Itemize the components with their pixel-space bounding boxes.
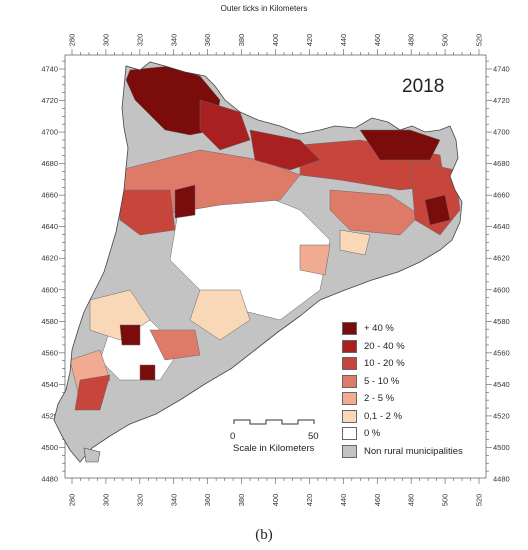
x-tick-label-top: 400 bbox=[271, 34, 280, 47]
x-tick-label-top: 460 bbox=[373, 34, 382, 47]
y-tick-label-right: 4720 bbox=[493, 96, 510, 105]
legend-label: + 40 % bbox=[364, 323, 394, 335]
x-tick-label-bottom: 500 bbox=[441, 494, 450, 507]
x-tick-label-top: 340 bbox=[169, 34, 178, 47]
legend-label: 0,1 - 2 % bbox=[364, 410, 403, 422]
legend-swatch bbox=[342, 374, 357, 388]
scale-start: 0 bbox=[230, 431, 236, 442]
figure-caption: (b) bbox=[255, 527, 273, 543]
x-tick-label-top: 320 bbox=[135, 34, 144, 47]
y-tick-label-right: 4560 bbox=[493, 348, 510, 357]
y-tick-label-left: 4640 bbox=[41, 222, 58, 231]
x-tick-label-top: 520 bbox=[475, 34, 484, 47]
year-label: 2018 bbox=[402, 76, 445, 97]
legend-swatch bbox=[342, 339, 357, 353]
x-tick-label-bottom: 480 bbox=[407, 494, 416, 507]
x-tick-label-bottom: 400 bbox=[271, 494, 280, 507]
legend-item: 20 - 40 % bbox=[342, 338, 463, 356]
y-tick-label-left: 4560 bbox=[41, 348, 58, 357]
category-patches bbox=[69, 65, 461, 411]
x-tick-label-bottom: 280 bbox=[68, 494, 77, 507]
y-tick-label-right: 4520 bbox=[493, 411, 510, 420]
y-tick-label-right: 4660 bbox=[493, 191, 510, 200]
y-tick-label-right: 4580 bbox=[493, 317, 510, 326]
legend-swatch bbox=[342, 409, 357, 423]
legend: + 40 % 20 - 40 % 10 - 20 % 5 - 10 % 2 - 5 % 0… bbox=[342, 320, 463, 460]
scale-label: Scale in Kilometers bbox=[233, 443, 315, 454]
legend-item: 2 - 5 % bbox=[342, 390, 463, 408]
x-tick-label-bottom: 420 bbox=[305, 494, 314, 507]
top-axis-title: Outer ticks in Kilometers bbox=[220, 4, 308, 13]
x-tick-label-bottom: 380 bbox=[237, 494, 246, 507]
y-tick-label-right: 4740 bbox=[493, 65, 510, 74]
legend-item: 0,1 - 2 % bbox=[342, 408, 463, 426]
x-tick-label-bottom: 320 bbox=[135, 494, 144, 507]
x-tick-label-top: 300 bbox=[101, 34, 110, 47]
y-tick-label-right: 4680 bbox=[493, 159, 510, 168]
scale-end: 50 bbox=[308, 431, 319, 442]
y-tick-label-left: 4700 bbox=[41, 128, 58, 137]
legend-item: + 40 % bbox=[342, 320, 463, 338]
legend-label: 2 - 5 % bbox=[364, 393, 395, 405]
y-tick-label-left: 4540 bbox=[41, 380, 58, 389]
legend-label: 10 - 20 % bbox=[364, 358, 405, 370]
y-tick-label-left: 4500 bbox=[41, 443, 58, 452]
y-tick-label-right: 4620 bbox=[493, 254, 510, 263]
y-tick-label-right: 4700 bbox=[493, 128, 510, 137]
y-tick-label-left: 4620 bbox=[41, 254, 58, 263]
legend-label: Non rural municipalities bbox=[364, 445, 463, 457]
x-tick-label-top: 280 bbox=[68, 34, 77, 47]
y-tick-label-left: 4580 bbox=[41, 317, 58, 326]
region-map bbox=[54, 62, 462, 462]
y-tick-label-left: 4660 bbox=[41, 191, 58, 200]
y-tick-label-right: 4540 bbox=[493, 380, 510, 389]
x-tick-label-top: 420 bbox=[305, 34, 314, 47]
tick-labels: 280 280 300 300 320 320 340 340 360 360 380 380 400 4… bbox=[41, 34, 509, 507]
legend-swatch bbox=[342, 357, 357, 371]
legend-label: 20 - 40 % bbox=[364, 340, 405, 352]
y-tick-label-left: 4480 bbox=[41, 475, 58, 484]
legend-label: 5 - 10 % bbox=[364, 375, 400, 387]
x-tick-label-top: 440 bbox=[339, 34, 348, 47]
legend-item: 0 % bbox=[342, 425, 463, 443]
x-tick-label-bottom: 460 bbox=[373, 494, 382, 507]
legend-item: 10 - 20 % bbox=[342, 355, 463, 373]
y-tick-label-right: 4500 bbox=[493, 443, 510, 452]
legend-swatch bbox=[342, 444, 357, 458]
x-tick-label-bottom: 440 bbox=[339, 494, 348, 507]
legend-item: 5 - 10 % bbox=[342, 373, 463, 391]
scalebar bbox=[233, 419, 315, 425]
x-tick-label-bottom: 360 bbox=[203, 494, 212, 507]
x-tick-label-bottom: 340 bbox=[169, 494, 178, 507]
y-tick-label-right: 4480 bbox=[493, 475, 510, 484]
legend-item: Non rural municipalities bbox=[342, 443, 463, 461]
frame-ticks bbox=[59, 49, 492, 484]
x-tick-label-top: 380 bbox=[237, 34, 246, 47]
y-tick-label-left: 4680 bbox=[41, 159, 58, 168]
y-tick-label-left: 4720 bbox=[41, 96, 58, 105]
x-tick-label-bottom: 520 bbox=[475, 494, 484, 507]
y-tick-label-left: 4520 bbox=[41, 411, 58, 420]
x-tick-label-bottom: 300 bbox=[101, 494, 110, 507]
legend-swatch bbox=[342, 427, 357, 441]
x-tick-label-top: 480 bbox=[407, 34, 416, 47]
x-tick-label-top: 360 bbox=[203, 34, 212, 47]
y-tick-label-left: 4600 bbox=[41, 285, 58, 294]
y-tick-label-left: 4740 bbox=[41, 65, 58, 74]
x-tick-label-top: 500 bbox=[441, 34, 450, 47]
legend-swatch bbox=[342, 322, 357, 336]
y-tick-label-right: 4600 bbox=[493, 285, 510, 294]
y-tick-label-right: 4640 bbox=[493, 222, 510, 231]
island-outline bbox=[83, 447, 101, 463]
legend-label: 0 % bbox=[364, 428, 381, 440]
legend-swatch bbox=[342, 392, 357, 406]
